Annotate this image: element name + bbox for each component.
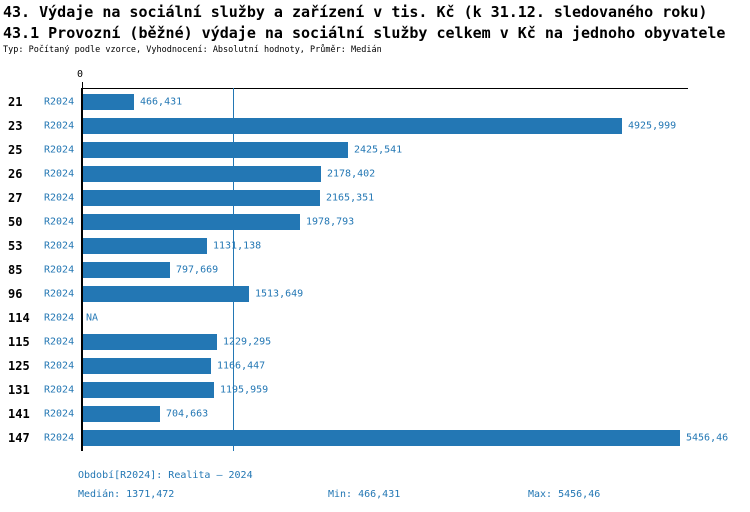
value-bar[interactable] bbox=[83, 382, 214, 398]
min-stat: Min: 466,431 bbox=[328, 489, 401, 500]
chart-row-85: 85 R2024 797,669 bbox=[0, 258, 750, 282]
category-label: 23 bbox=[8, 119, 23, 133]
category-label: 125 bbox=[8, 359, 30, 373]
period-legend: Období[R2024]: Realita – 2024 bbox=[78, 470, 253, 481]
median-reference-line bbox=[233, 88, 234, 451]
chart-row-114: 114 R2024 NA bbox=[0, 306, 750, 330]
chart-row-131: 131 R2024 1195,959 bbox=[0, 378, 750, 402]
category-label: 147 bbox=[8, 431, 30, 445]
chart-row-21: 21 R2024 466,431 bbox=[0, 90, 750, 114]
chart-meta-info: Typ: Počítaný podle vzorce, Vyhodnocení:… bbox=[3, 45, 382, 55]
category-label: 25 bbox=[8, 143, 23, 157]
period-label: R2024 bbox=[44, 264, 75, 276]
value-label: 1513,649 bbox=[255, 288, 304, 300]
period-label: R2024 bbox=[44, 312, 75, 324]
value-label: 2165,351 bbox=[326, 192, 375, 204]
value-label: 1195,959 bbox=[220, 384, 269, 396]
chart-row-26: 26 R2024 2178,402 bbox=[0, 162, 750, 186]
category-label: 53 bbox=[8, 239, 23, 253]
y-axis-line bbox=[81, 88, 83, 451]
value-bar[interactable] bbox=[83, 94, 134, 110]
period-label: R2024 bbox=[44, 192, 75, 204]
value-bar[interactable] bbox=[83, 262, 170, 278]
chart-row-50: 50 R2024 1978,793 bbox=[0, 210, 750, 234]
value-label: 466,431 bbox=[140, 96, 183, 108]
chart-row-125: 125 R2024 1166,447 bbox=[0, 354, 750, 378]
period-label: R2024 bbox=[44, 144, 75, 156]
value-label: 1131,138 bbox=[213, 240, 262, 252]
value-bar[interactable] bbox=[83, 358, 211, 374]
category-label: 115 bbox=[8, 335, 30, 349]
category-label: 26 bbox=[8, 167, 23, 181]
period-label: R2024 bbox=[44, 240, 75, 252]
chart-row-23: 23 R2024 4925,999 bbox=[0, 114, 750, 138]
period-label: R2024 bbox=[44, 432, 75, 444]
category-label: 27 bbox=[8, 191, 23, 205]
period-label: R2024 bbox=[44, 336, 75, 348]
value-bar[interactable] bbox=[83, 430, 680, 446]
category-label: 50 bbox=[8, 215, 23, 229]
value-bar[interactable] bbox=[83, 190, 320, 206]
value-bar[interactable] bbox=[83, 214, 300, 230]
chart-row-147: 147 R2024 5456,46 bbox=[0, 426, 750, 450]
value-label: 4925,999 bbox=[628, 120, 677, 132]
value-bar[interactable] bbox=[83, 238, 207, 254]
chart-row-25: 25 R2024 2425,541 bbox=[0, 138, 750, 162]
value-label: 704,663 bbox=[166, 408, 209, 420]
value-label: 1166,447 bbox=[217, 360, 266, 372]
chart-top-border bbox=[81, 88, 688, 89]
period-label: R2024 bbox=[44, 216, 75, 228]
category-label: 21 bbox=[8, 95, 23, 109]
value-bar[interactable] bbox=[83, 286, 249, 302]
chart-row-115: 115 R2024 1229,295 bbox=[0, 330, 750, 354]
category-label: 85 bbox=[8, 263, 23, 277]
median-stat: Medián: 1371,472 bbox=[78, 489, 175, 500]
value-bar[interactable] bbox=[83, 334, 217, 350]
page-subtitle: 43.1 Provozní (běžné) výdaje na sociální… bbox=[3, 24, 726, 42]
value-bar[interactable] bbox=[83, 142, 348, 158]
period-label: R2024 bbox=[44, 360, 75, 372]
chart-row-141: 141 R2024 704,663 bbox=[0, 402, 750, 426]
period-label: R2024 bbox=[44, 96, 75, 108]
value-label: 2425,541 bbox=[354, 144, 403, 156]
chart-row-96: 96 R2024 1513,649 bbox=[0, 282, 750, 306]
value-label: 1978,793 bbox=[306, 216, 355, 228]
category-label: 141 bbox=[8, 407, 30, 421]
value-label: 797,669 bbox=[176, 264, 219, 276]
category-label: 131 bbox=[8, 383, 30, 397]
x-axis-zero-tick-mark bbox=[82, 82, 83, 88]
max-stat: Max: 5456,46 bbox=[528, 489, 601, 500]
page-title: 43. Výdaje na sociální služby a zařízení… bbox=[3, 3, 708, 21]
value-label: 5456,46 bbox=[686, 432, 729, 444]
value-label: 2178,402 bbox=[327, 168, 376, 180]
value-bar[interactable] bbox=[83, 406, 160, 422]
value-bar[interactable] bbox=[83, 166, 321, 182]
x-axis-zero-tick-label: 0 bbox=[77, 69, 84, 80]
period-label: R2024 bbox=[44, 384, 75, 396]
category-label: 114 bbox=[8, 311, 30, 325]
na-label: NA bbox=[86, 312, 99, 324]
chart-row-27: 27 R2024 2165,351 bbox=[0, 186, 750, 210]
chart-row-53: 53 R2024 1131,138 bbox=[0, 234, 750, 258]
category-label: 96 bbox=[8, 287, 23, 301]
period-label: R2024 bbox=[44, 408, 75, 420]
period-label: R2024 bbox=[44, 168, 75, 180]
value-bar[interactable] bbox=[83, 118, 622, 134]
period-label: R2024 bbox=[44, 120, 75, 132]
value-label: 1229,295 bbox=[223, 336, 272, 348]
period-label: R2024 bbox=[44, 288, 75, 300]
